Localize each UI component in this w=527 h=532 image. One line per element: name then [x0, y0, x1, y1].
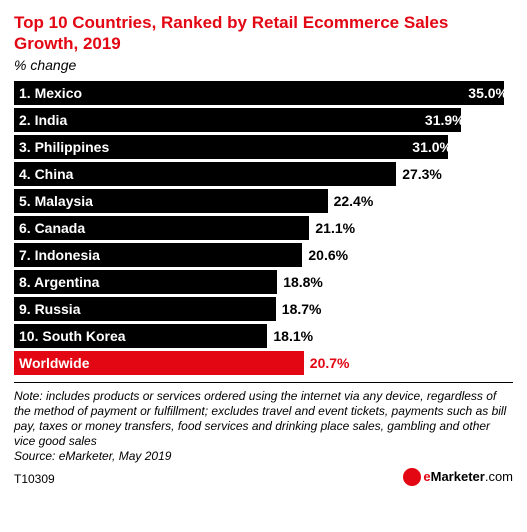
chart-note: Note: includes products or services orde… — [14, 389, 513, 464]
bar-row: 3. Philippines31.0% — [14, 135, 513, 159]
bar-fill: 2. India — [14, 108, 461, 132]
bar-row: 5. Malaysia22.4% — [14, 189, 513, 213]
emarketer-logo: eMarketer.com — [403, 468, 513, 486]
bar-fill: 4. China — [14, 162, 396, 186]
bar-row: 4. China27.3% — [14, 162, 513, 186]
bar-value: 27.3% — [396, 162, 442, 186]
bar-row: 7. Indonesia20.6% — [14, 243, 513, 267]
bar-fill: 1. Mexico — [14, 81, 504, 105]
bar-value: 20.7% — [304, 351, 350, 375]
bar-fill: 10. South Korea — [14, 324, 267, 348]
bar-row: 10. South Korea18.1% — [14, 324, 513, 348]
bar-fill: 8. Argentina — [14, 270, 277, 294]
bar-row: Worldwide20.7% — [14, 351, 513, 375]
bar-fill: Worldwide — [14, 351, 304, 375]
bar-row: 6. Canada21.1% — [14, 216, 513, 240]
logo-text: eMarketer.com — [423, 469, 513, 484]
bar-value: 31.0% — [406, 135, 452, 159]
bar-value: 21.1% — [309, 216, 355, 240]
chart-code: T10309 — [14, 472, 55, 486]
bar-value: 22.4% — [328, 189, 374, 213]
bar-fill: 6. Canada — [14, 216, 309, 240]
bar-value: 31.9% — [419, 108, 465, 132]
bar-row: 1. Mexico35.0% — [14, 81, 513, 105]
bar-row: 8. Argentina18.8% — [14, 270, 513, 294]
bar-value: 18.1% — [267, 324, 313, 348]
bar-fill: 9. Russia — [14, 297, 276, 321]
bar-fill: 3. Philippines — [14, 135, 448, 159]
chart-footer: T10309 eMarketer.com — [14, 468, 513, 486]
bar-chart: 1. Mexico35.0%2. India31.9%3. Philippine… — [14, 81, 513, 383]
chart-title: Top 10 Countries, Ranked by Retail Ecomm… — [14, 12, 513, 55]
bar-row: 9. Russia18.7% — [14, 297, 513, 321]
bar-row: 2. India31.9% — [14, 108, 513, 132]
logo-dot-icon — [403, 468, 421, 486]
chart-subtitle: % change — [14, 57, 513, 73]
bar-value: 35.0% — [462, 81, 508, 105]
bar-value: 20.6% — [302, 243, 348, 267]
bar-value: 18.8% — [277, 270, 323, 294]
bar-fill: 5. Malaysia — [14, 189, 328, 213]
bar-value: 18.7% — [276, 297, 322, 321]
bar-fill: 7. Indonesia — [14, 243, 302, 267]
